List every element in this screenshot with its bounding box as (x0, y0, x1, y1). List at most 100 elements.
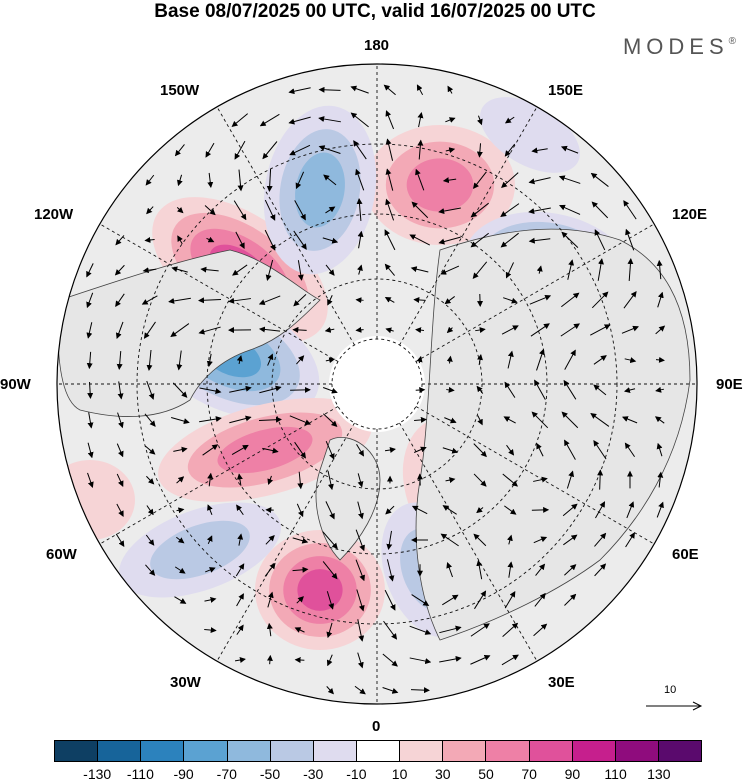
wind-vector (564, 439, 576, 460)
wind-vector (170, 323, 190, 338)
wind-vector (324, 326, 335, 333)
wind-vector (115, 533, 125, 548)
wind-vector (531, 147, 548, 154)
wind-vector (176, 206, 184, 214)
wind-vector (655, 386, 664, 393)
wind-vector (470, 232, 489, 248)
wind-vector (204, 627, 217, 634)
polar-map (56, 63, 698, 705)
wind-vector (264, 562, 276, 577)
wind-vector (561, 411, 579, 429)
wind-vector (326, 622, 333, 639)
wind-vector (385, 198, 395, 221)
wind-vector (562, 503, 578, 517)
wind-vector (623, 200, 637, 220)
wind-vector (146, 505, 154, 516)
anomaly-contour (217, 426, 313, 474)
meridian-line (216, 106, 355, 346)
anomaly-contour (297, 569, 343, 611)
wind-vector (625, 532, 635, 548)
wind-vector (655, 356, 665, 363)
colorbar-cell (486, 741, 530, 761)
meridian-line (399, 422, 538, 662)
wind-vector (292, 566, 309, 573)
wind-vector (115, 293, 125, 308)
wind-vector (206, 353, 213, 368)
wind-vector (477, 415, 483, 426)
wind-vector (144, 236, 155, 243)
colorbar-cell (572, 741, 616, 761)
wind-vector (411, 201, 429, 219)
wind-vector (176, 536, 185, 544)
lon-label-60w: 60W (46, 546, 77, 563)
latitude-circle (206, 213, 548, 555)
wind-vector (199, 416, 222, 423)
reference-vector: 10 (644, 684, 704, 718)
wind-vector (559, 204, 581, 215)
meridian-line (415, 223, 655, 362)
wind-vector (383, 620, 398, 640)
colorbar-cell (615, 741, 659, 761)
polar-cap (329, 336, 425, 432)
wind-vector (409, 234, 431, 246)
lon-label-150e: 150E (548, 82, 584, 99)
wind-vector (294, 627, 305, 633)
wind-vector (411, 687, 430, 694)
lon-label-30e: 30E (548, 674, 575, 691)
wind-vector (416, 355, 423, 364)
wind-vector (174, 144, 185, 157)
wind-vector (318, 86, 341, 93)
wind-vector (624, 442, 636, 458)
wind-vector (536, 265, 543, 274)
wind-vector (322, 531, 338, 550)
wind-vector (438, 207, 461, 215)
wind-vector (442, 594, 459, 606)
wind-vector (259, 385, 282, 394)
wind-vector (560, 323, 580, 337)
wind-vector (207, 172, 214, 189)
wind-vector (325, 264, 335, 276)
colorbar-cell (184, 741, 228, 761)
wind-vector (357, 230, 364, 249)
wind-vector (595, 501, 606, 519)
wind-vector (439, 625, 462, 634)
wind-vector (357, 652, 364, 669)
reference-vector-label: 10 (664, 684, 677, 696)
wind-vector (234, 657, 246, 663)
wind-vector (414, 416, 427, 423)
colorbar-tick-label: -30 (303, 766, 324, 782)
wind-vector (590, 324, 611, 336)
wind-vector (415, 387, 426, 394)
colorbar-cell (141, 741, 185, 761)
wind-vector (200, 266, 219, 273)
wind-vector (87, 412, 94, 429)
wind-vector (294, 200, 306, 221)
brand-text: MODES (622, 34, 729, 59)
wind-vector (476, 385, 484, 394)
wind-vector (236, 504, 244, 516)
wind-vector (259, 113, 280, 127)
wind-vector (627, 258, 634, 282)
wind-vector (385, 505, 395, 515)
wind-vector (173, 446, 188, 453)
colorbar-tick-label: 70 (521, 766, 537, 782)
meridian-line (415, 406, 655, 545)
wind-vector (115, 235, 125, 246)
wind-vector (237, 169, 244, 192)
wind-vector (176, 507, 185, 514)
wind-vector (415, 168, 425, 191)
wind-vector (440, 265, 460, 275)
wind-vector (237, 533, 244, 546)
wind-vector (266, 622, 273, 637)
wind-vector (86, 292, 94, 309)
wind-vector (206, 236, 215, 243)
wind-vector (115, 321, 124, 339)
wind-vector (198, 297, 222, 304)
wind-vector (470, 623, 490, 637)
wind-vector (476, 507, 484, 514)
colorbar-cell (400, 741, 444, 761)
wind-vector (171, 417, 190, 425)
wind-vector (204, 596, 217, 603)
colorbar-tick-label: 10 (391, 766, 408, 782)
wind-vector (357, 473, 364, 488)
